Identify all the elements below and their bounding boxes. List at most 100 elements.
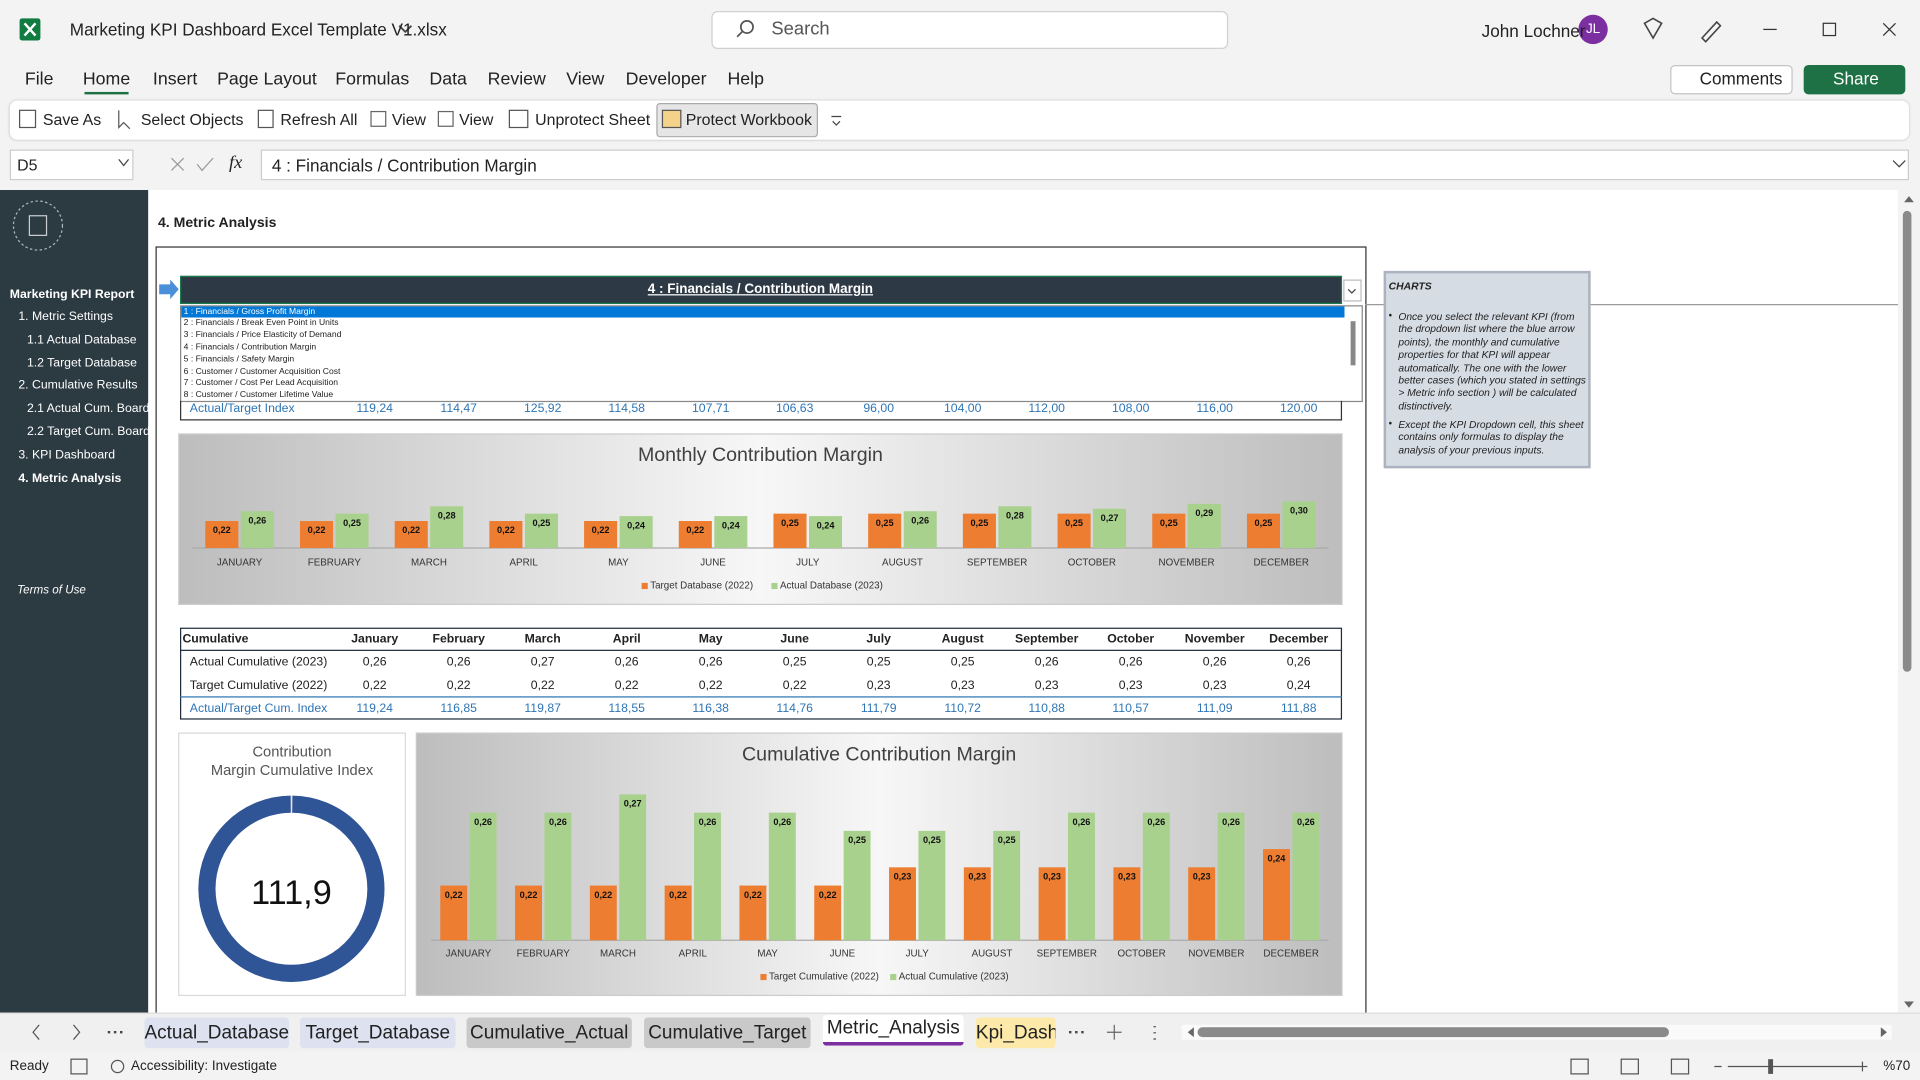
v-scroll-thumb[interactable]: [1902, 210, 1912, 672]
fx-label[interactable]: fx: [228, 153, 243, 173]
name-box[interactable]: [9, 149, 134, 181]
expand-formula[interactable]: [1892, 160, 1906, 168]
data-label: 0,24: [1268, 853, 1287, 863]
kpi-option[interactable]: 5 : Financials / Safety Margin: [183, 355, 295, 364]
sidebar-title[interactable]: Marketing KPI Report: [9, 288, 135, 302]
pen-icon[interactable]: [1700, 20, 1722, 43]
page-break-view[interactable]: [1670, 1058, 1690, 1075]
menu-tab[interactable]: Insert: [152, 69, 198, 90]
sidebar-link[interactable]: 4. Metric Analysis: [18, 471, 122, 485]
table-header: September: [1015, 632, 1079, 647]
enter[interactable]: [196, 157, 214, 172]
kpi-option[interactable]: 3 : Financials / Price Elasticity of Dem…: [183, 331, 342, 340]
name-box-caret[interactable]: [118, 158, 130, 167]
data-label: 0,27: [1101, 513, 1119, 523]
sidebar-link[interactable]: 2.1 Actual Cum. Board: [26, 402, 150, 416]
cell-reference[interactable]: D5: [17, 155, 38, 175]
normal-view[interactable]: [1570, 1058, 1589, 1075]
unprotect-icon: [508, 109, 529, 129]
data-label: 0,25: [533, 518, 551, 528]
kpi-option[interactable]: 1 : Financials / Gross Profit Margin: [183, 307, 316, 316]
formula-box[interactable]: [260, 149, 1909, 181]
checkbox[interactable]: [370, 110, 387, 127]
logo: [28, 215, 48, 236]
table-header: March: [524, 632, 561, 647]
toolbar-button[interactable]: Protect Workbook: [685, 110, 812, 129]
zoom-thumb[interactable]: [1768, 1059, 1774, 1074]
toolbar-button[interactable]: Select Objects: [140, 110, 244, 129]
menu-tab[interactable]: Page Layout: [217, 69, 317, 90]
avatar[interactable]: [1578, 14, 1608, 45]
restore[interactable]: [1822, 22, 1837, 37]
h-scroll-thumb[interactable]: [1197, 1027, 1669, 1038]
bar: [1068, 812, 1095, 941]
menu-tab[interactable]: Developer: [625, 69, 707, 90]
sidebar-link[interactable]: 1. Metric Settings: [18, 310, 113, 324]
search-box[interactable]: [711, 11, 1229, 50]
title-caret[interactable]: [398, 25, 413, 34]
user-name[interactable]: John Lochner: [1481, 20, 1586, 41]
kpi-dropdown[interactable]: [180, 275, 1343, 305]
zoom-slider[interactable]: [1714, 1061, 1868, 1072]
kpi-option[interactable]: 8 : Customer / Customer Lifetime Value: [183, 391, 334, 400]
file-name[interactable]: Marketing KPI Dashboard Excel Template V…: [69, 19, 447, 40]
sheet-tab[interactable]: Metric_Analysis: [822, 1015, 964, 1046]
menu-tab[interactable]: Home: [82, 69, 131, 90]
kpi-selected[interactable]: 4 : Financials / Contribution Margin: [647, 281, 874, 297]
menu-tab[interactable]: File: [24, 69, 54, 90]
close[interactable]: [1882, 22, 1896, 36]
toolbar-button[interactable]: Save As: [42, 110, 102, 129]
sheet-tab[interactable]: Target_Database: [300, 1017, 456, 1049]
formula-text[interactable]: 4 : Financials / Contribution Margin: [271, 155, 537, 176]
share-button[interactable]: [1803, 64, 1906, 95]
menu-tab[interactable]: Formulas: [335, 69, 410, 90]
toolbar-more[interactable]: [831, 115, 842, 126]
premium-icon[interactable]: [1643, 17, 1663, 40]
menu-tab[interactable]: View: [566, 69, 605, 90]
sheet-tab[interactable]: Cumulative_Actual: [466, 1017, 632, 1049]
sheet-tab[interactable]: Cumulative_Target: [644, 1017, 811, 1049]
dropdown-button[interactable]: [1343, 279, 1362, 302]
share-label[interactable]: Share: [1833, 68, 1879, 89]
menu-tab[interactable]: Help: [727, 69, 764, 90]
kpi-option[interactable]: 2 : Financials / Break Even Point in Uni…: [183, 319, 339, 328]
menu-tab[interactable]: Review: [487, 69, 546, 90]
sidebar-link[interactable]: 1.1 Actual Database: [26, 333, 137, 347]
search-placeholder[interactable]: Search: [771, 18, 830, 40]
zoom-level[interactable]: %70: [1883, 1059, 1911, 1074]
page-layout-view[interactable]: [1620, 1058, 1639, 1075]
kpi-option[interactable]: 7 : Customer / Cost Per Lead Acquisition: [183, 379, 339, 388]
tab-nav[interactable]: [32, 1024, 81, 1040]
sidebar-link[interactable]: 3. KPI Dashboard: [18, 448, 116, 462]
x-tick-label: SEPTEMBER: [1037, 948, 1097, 959]
toolbar-button[interactable]: View: [459, 110, 494, 129]
checkbox[interactable]: [437, 110, 454, 127]
user-initials[interactable]: JL: [1585, 22, 1601, 37]
sidebar-link[interactable]: 1.2 Target Database: [26, 356, 138, 370]
x-tick-label: AUGUST: [972, 948, 1013, 959]
data-label: 0,22: [669, 890, 687, 900]
comments-label[interactable]: Comments: [1699, 68, 1783, 89]
bar: [469, 812, 497, 941]
sidebar-link[interactable]: 2. Cumulative Results: [18, 379, 138, 393]
terms-link[interactable]: Terms of Use: [17, 583, 86, 598]
macro-icon[interactable]: [70, 1058, 88, 1075]
cancel[interactable]: [170, 157, 185, 171]
toolbar-button[interactable]: View: [391, 110, 427, 129]
sidebar-link[interactable]: 2.2 Target Cum. Board: [26, 425, 150, 439]
comments-button[interactable]: [1670, 64, 1793, 95]
blue-arrow: [159, 279, 179, 300]
protect-button[interactable]: [656, 102, 818, 138]
sheet-tab[interactable]: Actual_Database: [144, 1017, 289, 1049]
status-accessibility[interactable]: Accessibility: Investigate: [131, 1059, 278, 1074]
dropdown-list[interactable]: [180, 305, 1363, 403]
x-tick-label: OCTOBER: [1068, 557, 1116, 568]
kpi-option[interactable]: 4 : Financials / Contribution Margin: [183, 343, 317, 352]
toolbar-button[interactable]: Refresh All: [280, 110, 358, 129]
menu-tab[interactable]: Data: [429, 69, 467, 90]
add-sheet[interactable]: [1106, 1024, 1122, 1040]
toolbar-button[interactable]: Unprotect Sheet: [535, 110, 651, 129]
accessibility-icon[interactable]: [110, 1059, 125, 1074]
kpi-option[interactable]: 6 : Customer / Customer Acquisition Cost: [183, 367, 341, 376]
sheet-tab[interactable]: Kpi_Dash: [975, 1017, 1056, 1049]
